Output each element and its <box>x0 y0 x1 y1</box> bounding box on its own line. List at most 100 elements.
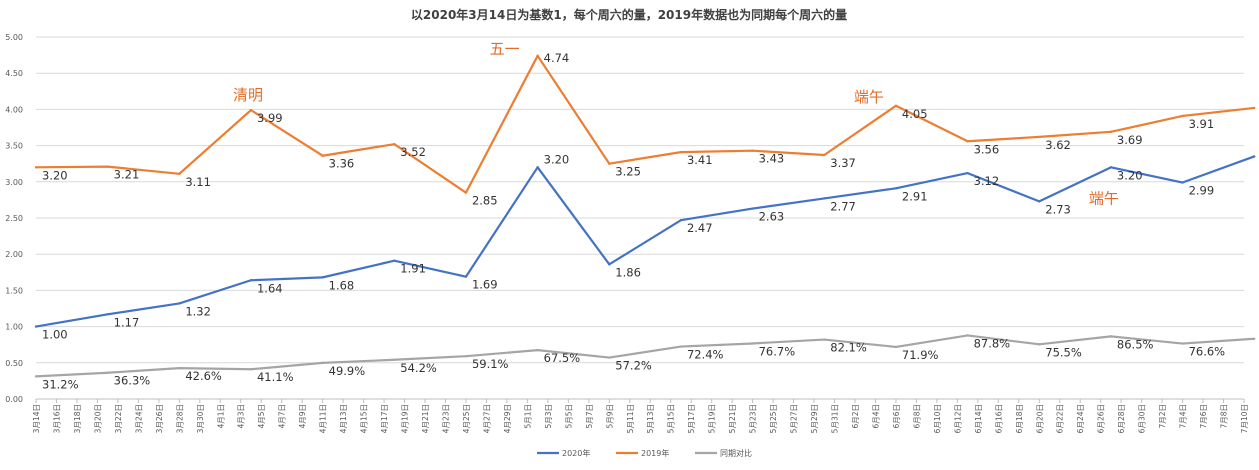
holiday-annotation: 清明 <box>233 86 263 104</box>
data-label: 3.52 <box>400 145 426 159</box>
x-tick-label: 6月16日 <box>994 404 1003 433</box>
legend: 2020年 2019年 同期对比 <box>537 448 752 458</box>
x-tick-label: 5月9日 <box>605 404 614 429</box>
data-label: 71.9% <box>902 348 939 362</box>
data-label: 42.6% <box>185 369 222 383</box>
data-point <box>751 149 754 152</box>
x-tick-label: 4月1日 <box>216 404 225 429</box>
data-label: 2.63 <box>759 210 785 224</box>
data-point <box>1253 155 1256 158</box>
x-tick-label: 4月23日 <box>441 404 450 433</box>
data-point <box>894 345 898 349</box>
data-point <box>1253 337 1256 340</box>
data-point <box>1038 343 1041 346</box>
data-point <box>393 142 396 146</box>
x-tick-label: 5月11日 <box>626 404 635 433</box>
series-line-1 <box>35 155 1255 328</box>
x-tick-label: 3月20日 <box>93 404 102 433</box>
x-tick-label: 6月28日 <box>1117 404 1126 433</box>
data-point <box>106 165 109 168</box>
y-tick-label: 4.00 <box>5 105 23 114</box>
x-tick-label: 5月21日 <box>728 404 737 433</box>
series-lines <box>34 54 1256 378</box>
data-label: 31.2% <box>42 377 79 391</box>
data-label: 36.3% <box>114 374 151 388</box>
data-label: 3.91 <box>1189 117 1215 131</box>
data-label: 75.5% <box>1045 345 1082 359</box>
x-tick-label: 5月17日 <box>687 404 696 433</box>
data-label: 4.05 <box>902 107 928 121</box>
data-label: 1.64 <box>257 281 283 295</box>
data-point <box>178 302 181 305</box>
x-tick-label: 6月26日 <box>1097 404 1106 433</box>
x-tick-label: 3月16日 <box>52 404 61 433</box>
y-tick-label: 2.50 <box>5 214 23 223</box>
data-point <box>178 366 181 370</box>
x-tick-label: 6月30日 <box>1138 404 1147 433</box>
data-label: 3.37 <box>830 156 856 170</box>
data-label: 3.11 <box>185 175 211 189</box>
data-point <box>464 191 468 194</box>
y-tick-label: 2.00 <box>5 250 23 259</box>
data-point <box>966 171 969 175</box>
x-tick-label: 5月27日 <box>790 404 799 433</box>
data-point <box>966 334 969 337</box>
series-line-2 <box>35 54 1255 194</box>
data-point <box>34 166 38 169</box>
data-point <box>464 275 468 278</box>
data-label: 1.17 <box>114 315 140 329</box>
data-point <box>249 108 253 112</box>
x-tick-label: 5月23日 <box>749 404 758 433</box>
data-label: 1.86 <box>615 265 641 279</box>
data-label: 3.21 <box>114 168 140 182</box>
x-tick-label: 5月5日 <box>564 404 573 429</box>
data-label: 3.20 <box>42 168 68 182</box>
x-tick-label: 5月29日 <box>810 404 819 433</box>
x-tick-label: 3月30日 <box>196 404 205 433</box>
y-tick-label: 4.50 <box>5 69 23 78</box>
data-label: 3.43 <box>759 152 785 166</box>
data-label: 1.91 <box>400 262 426 276</box>
data-label: 2.47 <box>687 221 713 235</box>
x-tick-label: 5月3日 <box>544 404 553 429</box>
x-tick-label: 7月4日 <box>1179 404 1188 429</box>
x-tick-label: 4月11日 <box>319 404 328 433</box>
data-label: 87.8% <box>974 336 1011 350</box>
data-label: 67.5% <box>544 351 581 365</box>
legend-label: 同期对比 <box>720 448 752 458</box>
legend-label: 2019年 <box>641 448 669 458</box>
y-tick-label: 0.00 <box>5 395 23 404</box>
data-label: 76.7% <box>759 344 796 358</box>
data-label: 3.36 <box>329 157 355 171</box>
x-tick-label: 6月24日 <box>1076 404 1085 433</box>
data-point <box>178 172 181 176</box>
data-point <box>679 150 683 154</box>
y-axis-ticks: 0.00 0.50 1.00 1.50 2.00 2.50 3.00 3.50 4.00 4.50… <box>5 33 23 404</box>
data-point <box>1038 135 1041 139</box>
data-point <box>679 345 683 348</box>
holiday-annotation: 端午 <box>854 88 884 106</box>
x-tick-label: 4月13日 <box>339 404 348 433</box>
data-point <box>823 338 826 341</box>
data-point <box>321 154 324 157</box>
x-tick-label: 5月13日 <box>646 404 655 433</box>
data-label: 54.2% <box>400 361 437 375</box>
data-point <box>823 197 826 200</box>
data-point <box>1181 342 1184 345</box>
data-point <box>1181 114 1184 118</box>
data-point <box>536 166 539 169</box>
data-point <box>608 162 611 165</box>
data-label: 3.20 <box>544 152 570 166</box>
data-point <box>249 368 253 371</box>
data-label: 3.69 <box>1117 133 1143 147</box>
data-label: 1.32 <box>185 304 211 318</box>
legend-label: 2020年 <box>562 448 590 458</box>
data-label: 2.85 <box>472 194 498 208</box>
x-tick-label: 3月24日 <box>134 404 143 433</box>
x-tick-label: 6月14日 <box>974 404 983 433</box>
holiday-annotation: 端午 <box>1089 189 1119 207</box>
data-point <box>321 276 324 279</box>
y-tick-label: 0.50 <box>5 359 23 368</box>
